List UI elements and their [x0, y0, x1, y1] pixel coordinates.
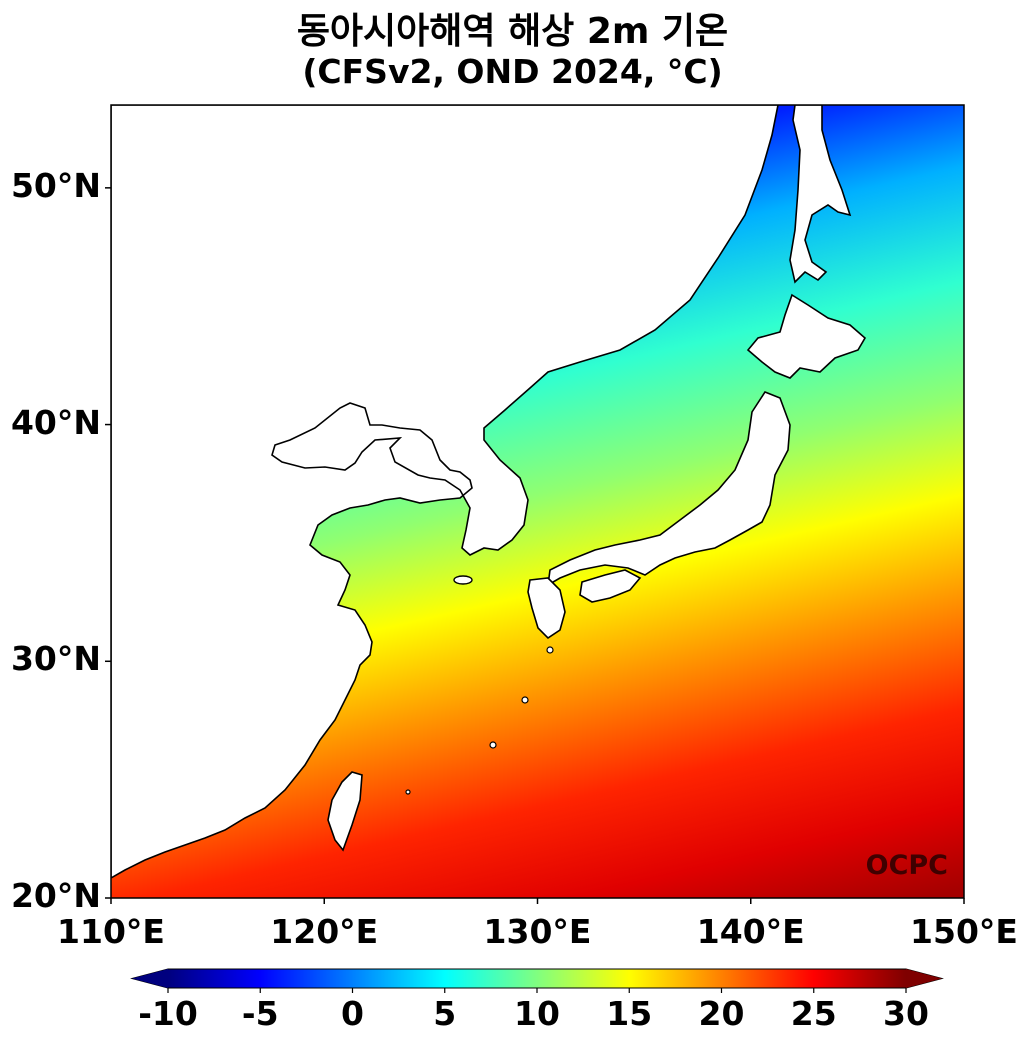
watermark: OCPC	[866, 850, 948, 881]
land-island	[489, 741, 497, 749]
colorbar-tick-label: 30	[883, 994, 929, 1033]
land-island	[546, 646, 554, 654]
lon-tick-label: 150°E	[910, 912, 1018, 951]
land-hokkaido	[746, 293, 867, 379]
colorbar-tick-label: 15	[606, 994, 653, 1033]
lon-tick-label: 130°E	[483, 912, 592, 951]
lon-tick-label: 120°E	[270, 912, 379, 951]
axis-ticks	[105, 187, 965, 904]
colorbar-tick-label: 5	[433, 994, 457, 1033]
colorbar-tick-label: 20	[698, 994, 745, 1033]
lat-tick-label: 50°N	[10, 165, 101, 205]
land-taiwan	[327, 771, 363, 852]
lon-tick-label: 140°E	[696, 912, 805, 951]
colorbar	[130, 968, 944, 993]
colorbar-tick-label: -5	[241, 994, 279, 1033]
colorbar-tick-label: 25	[790, 994, 837, 1033]
colorbar-extend-low	[132, 969, 168, 988]
colorbar-tick-label: 0	[341, 994, 364, 1033]
chart-title: 동아시아해역 해상 2m 기온	[296, 11, 729, 52]
land-shikoku	[579, 569, 642, 603]
land-kyushu	[527, 577, 566, 640]
lat-tick-label: 20°N	[10, 876, 101, 915]
land-honshu	[546, 391, 791, 587]
land-island	[405, 789, 411, 795]
lat-tick-label: 40°N	[10, 402, 101, 442]
land-island	[521, 696, 529, 704]
land-asia-mainland	[111, 105, 779, 879]
land-sakhalin	[789, 105, 852, 284]
lat-tick-label: 30°N	[10, 639, 101, 679]
lon-tick-label: 110°E	[57, 912, 165, 951]
colorbar-body	[130, 968, 944, 989]
land-jeju	[453, 575, 473, 585]
colorbar-tick-label: 10	[514, 994, 560, 1033]
chart-subtitle: (CFSv2, OND 2024, °C)	[302, 52, 723, 91]
colorbar-extend-high	[906, 969, 942, 988]
colorbar-tick-label: -10	[138, 994, 198, 1033]
